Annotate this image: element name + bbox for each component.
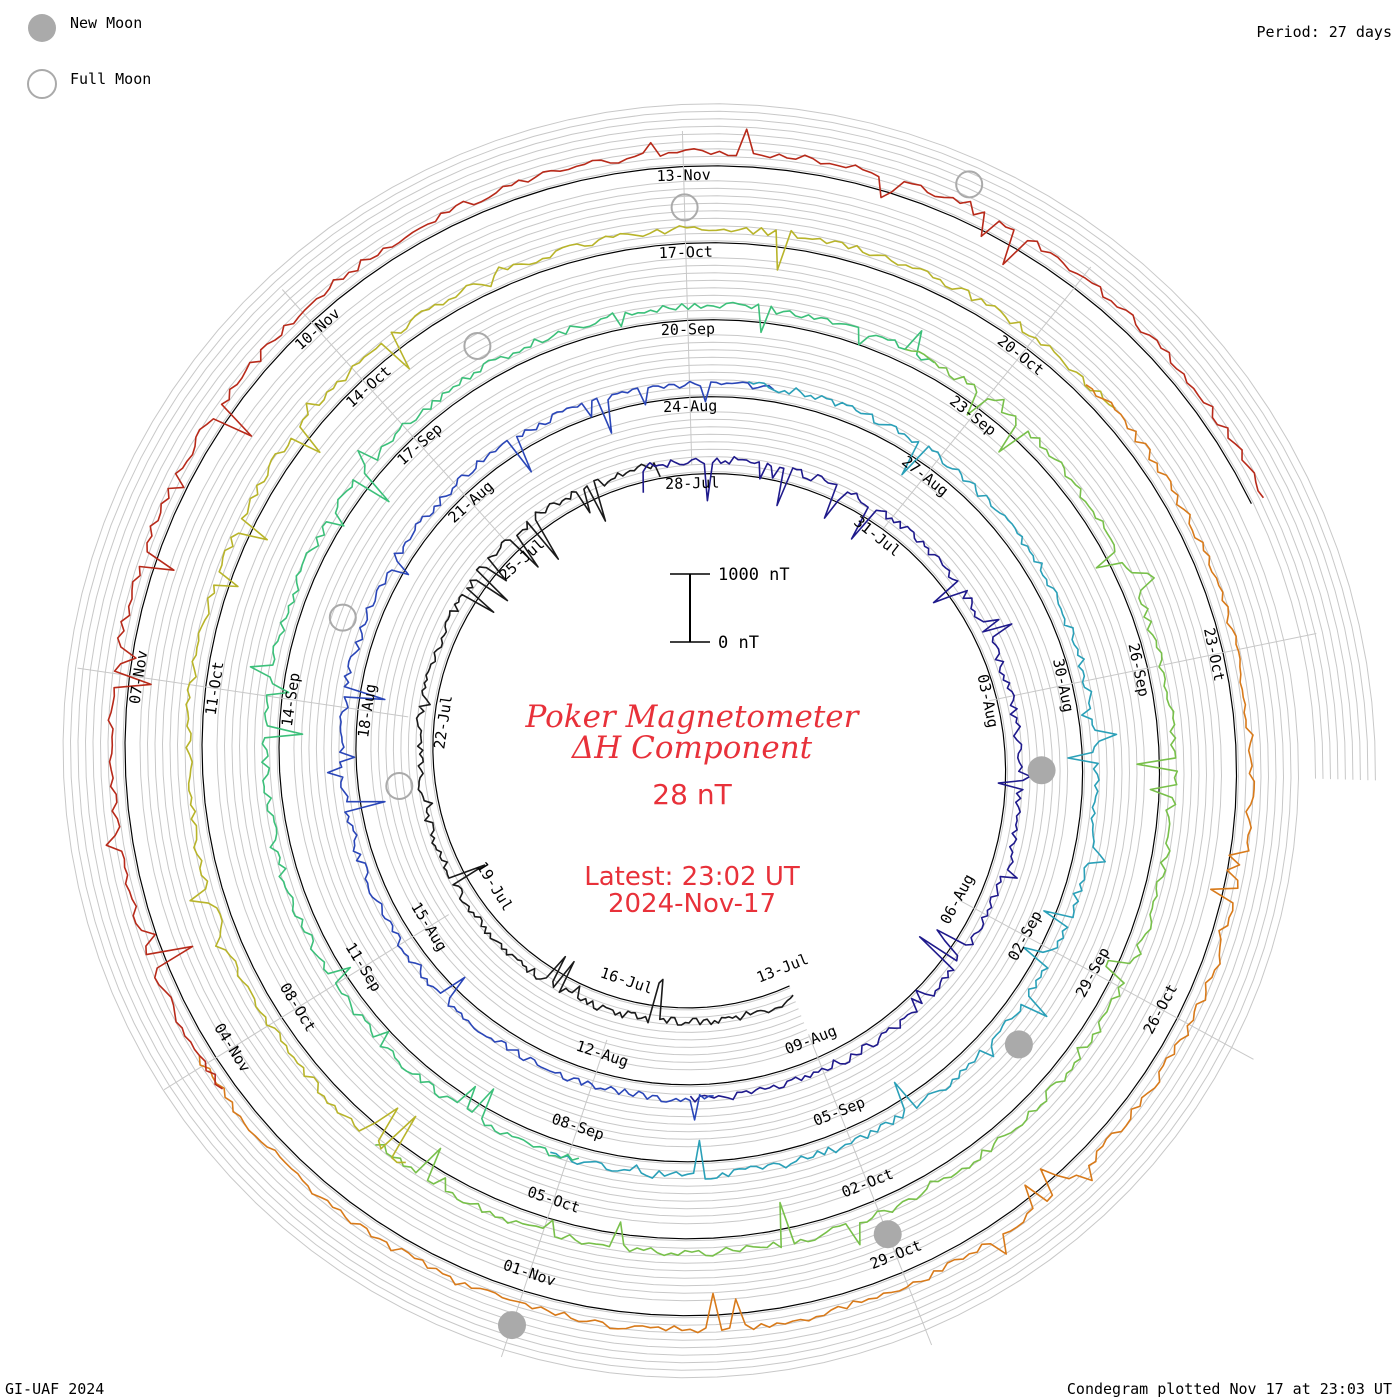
date-label: 02-Oct bbox=[839, 1165, 896, 1202]
spoke-line bbox=[163, 914, 449, 1091]
footer-credit: GI-UAF 2024 bbox=[5, 1380, 104, 1398]
date-label: 05-Sep bbox=[811, 1093, 868, 1130]
grid-spiral bbox=[77, 118, 1361, 1364]
full-moon-marker bbox=[385, 772, 414, 800]
period-label: Period: 27 days bbox=[1257, 23, 1392, 41]
full-moon-legend-icon bbox=[27, 69, 57, 99]
new-moon-marker bbox=[498, 1311, 526, 1340]
date-label: 28-Jul bbox=[665, 474, 720, 494]
date-label: 14-Sep bbox=[278, 671, 304, 727]
spoke-line bbox=[77, 667, 409, 718]
grid-spiral bbox=[92, 133, 1346, 1349]
full-moon-marker bbox=[955, 170, 984, 199]
series-trace bbox=[105, 128, 1265, 1090]
series-trace bbox=[326, 380, 775, 1121]
moon-layer bbox=[328, 170, 1056, 1340]
date-label: 22-Jul bbox=[430, 694, 456, 750]
spoke-line bbox=[681, 130, 693, 466]
new-moon-marker bbox=[1027, 756, 1056, 785]
series-trace bbox=[198, 384, 1256, 1334]
date-label: 07-Nov bbox=[126, 649, 152, 705]
spoke-line bbox=[500, 1039, 608, 1358]
chart-title: Poker Magnetometer bbox=[525, 699, 861, 735]
date-label: 26-Oct bbox=[1140, 981, 1182, 1037]
grid-spiral bbox=[99, 140, 1339, 1341]
series-trace bbox=[249, 301, 935, 1161]
date-label: 20-Sep bbox=[661, 320, 716, 340]
date-label: 10-Nov bbox=[291, 304, 343, 353]
date-label: 06-Aug bbox=[936, 871, 978, 927]
date-label: 03-Aug bbox=[974, 673, 1003, 730]
current-value: 28 nT bbox=[652, 778, 732, 811]
spoke-line bbox=[882, 266, 1092, 530]
date-label: 11-Oct bbox=[202, 660, 228, 716]
series-trace bbox=[415, 462, 794, 1026]
series-layer bbox=[105, 128, 1265, 1334]
full-moon-marker bbox=[670, 193, 699, 222]
scale-bottom-label: 0 nT bbox=[718, 633, 759, 653]
series-trace bbox=[550, 380, 1118, 1180]
grid-spiral bbox=[69, 110, 1369, 1371]
date-label: 24-Aug bbox=[663, 397, 718, 417]
scale-top-label: 1000 nT bbox=[718, 565, 790, 585]
date-label: 02-Sep bbox=[1004, 908, 1046, 964]
latest-date: 2024-Nov-17 bbox=[608, 889, 776, 919]
footer-plotted: Condegram plotted Nov 17 at 23:03 UT bbox=[1067, 1380, 1392, 1398]
date-label: 29-Sep bbox=[1072, 944, 1114, 1000]
grid-spiral bbox=[122, 163, 1316, 1319]
spoke-line bbox=[808, 1034, 933, 1346]
new-moon-legend-label: New Moon bbox=[70, 14, 142, 32]
series-trace bbox=[185, 225, 1116, 1164]
date-label: 11-Sep bbox=[342, 939, 386, 995]
date-label: 21-Aug bbox=[445, 477, 497, 526]
date-label: 04-Nov bbox=[210, 1020, 254, 1076]
full-moon-marker bbox=[463, 332, 492, 360]
new-moon-legend-icon bbox=[28, 14, 56, 42]
spoke-line bbox=[281, 289, 505, 540]
date-label: 09-Aug bbox=[782, 1022, 839, 1059]
grid-spiral bbox=[114, 155, 1324, 1326]
new-moon-marker bbox=[1004, 1030, 1033, 1059]
date-label: 13-Jul bbox=[754, 950, 811, 987]
series-trace bbox=[375, 348, 1179, 1257]
date-label: 08-Oct bbox=[276, 980, 320, 1036]
date-label: 19-Jul bbox=[473, 859, 517, 915]
spoke-layer bbox=[77, 130, 1317, 1358]
chart-subtitle: ΔH Component bbox=[571, 730, 813, 766]
latest-time: Latest: 23:02 UT bbox=[584, 862, 800, 892]
date-label: 15-Aug bbox=[407, 899, 451, 955]
series-trace bbox=[642, 455, 1031, 1103]
grid-spiral bbox=[62, 103, 1376, 1379]
date-label: 17-Oct bbox=[659, 243, 714, 263]
scale-bar: 1000 nT 0 nT bbox=[670, 565, 790, 653]
grid-spiral bbox=[84, 125, 1354, 1356]
date-label: 13-Nov bbox=[656, 166, 711, 186]
full-moon-legend-label: Full Moon bbox=[70, 70, 151, 88]
new-moon-marker bbox=[873, 1220, 902, 1249]
date-label: 16-Jul bbox=[598, 964, 655, 998]
spoke-line bbox=[988, 633, 1317, 702]
spoke-line bbox=[959, 899, 1254, 1060]
full-moon-marker bbox=[328, 603, 357, 632]
